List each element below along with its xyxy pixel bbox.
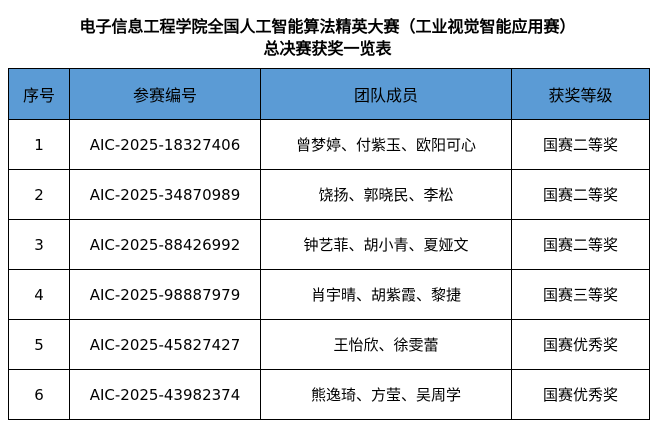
header-index: 序号 (8, 68, 70, 120)
cell-team-members: 饶扬、郭晓民、李松 (260, 169, 512, 220)
cell-index: 3 (8, 219, 70, 270)
cell-award-level: 国赛优秀奖 (511, 319, 650, 370)
header-entry-id: 参赛编号 (69, 68, 261, 120)
cell-index: 6 (8, 369, 70, 420)
table-row: 3 AIC-2025-88426992 钟艺菲、胡小青、夏娅文 国赛二等奖 (8, 219, 650, 270)
cell-index: 4 (8, 269, 70, 320)
title-line-1: 电子信息工程学院全国人工智能算法精英大赛（工业视觉智能应用赛） (79, 17, 576, 36)
cell-index: 2 (8, 169, 70, 220)
cell-index: 5 (8, 319, 70, 370)
awards-table: 序号 参赛编号 团队成员 获奖等级 1 AIC-2025-18327406 曾梦婷、… (8, 68, 650, 420)
table-header-row: 序号 参赛编号 团队成员 获奖等级 (8, 68, 650, 120)
cell-team-members: 曾梦婷、付紫玉、欧阳可心 (260, 119, 512, 170)
cell-entry-id: AIC-2025-45827427 (69, 319, 261, 370)
cell-award-level: 国赛优秀奖 (511, 369, 650, 420)
table-row: 1 AIC-2025-18327406 曾梦婷、付紫玉、欧阳可心 国赛二等奖 (8, 119, 650, 170)
document-title: 电子信息工程学院全国人工智能算法精英大赛（工业视觉智能应用赛） 总决赛获奖一览表 (0, 16, 655, 60)
cell-team-members: 肖宇晴、胡紫霞、黎捷 (260, 269, 512, 320)
cell-index: 1 (8, 119, 70, 170)
cell-team-members: 王怡欣、徐雯蕾 (260, 319, 512, 370)
table-row: 4 AIC-2025-98887979 肖宇晴、胡紫霞、黎捷 国赛三等奖 (8, 269, 650, 320)
header-team-members: 团队成员 (260, 68, 512, 120)
cell-entry-id: AIC-2025-88426992 (69, 219, 261, 270)
table-row: 2 AIC-2025-34870989 饶扬、郭晓民、李松 国赛二等奖 (8, 169, 650, 220)
cell-entry-id: AIC-2025-43982374 (69, 369, 261, 420)
cell-award-level: 国赛二等奖 (511, 169, 650, 220)
cell-entry-id: AIC-2025-18327406 (69, 119, 261, 170)
cell-entry-id: AIC-2025-98887979 (69, 269, 261, 320)
header-award-level: 获奖等级 (511, 68, 650, 120)
cell-entry-id: AIC-2025-34870989 (69, 169, 261, 220)
table-row: 5 AIC-2025-45827427 王怡欣、徐雯蕾 国赛优秀奖 (8, 319, 650, 370)
cell-team-members: 钟艺菲、胡小青、夏娅文 (260, 219, 512, 270)
cell-award-level: 国赛三等奖 (511, 269, 650, 320)
title-line-2: 总决赛获奖一览表 (263, 39, 392, 58)
cell-award-level: 国赛二等奖 (511, 119, 650, 170)
table-row: 6 AIC-2025-43982374 熊逸琦、方莹、吴周学 国赛优秀奖 (8, 369, 650, 420)
cell-award-level: 国赛二等奖 (511, 219, 650, 270)
cell-team-members: 熊逸琦、方莹、吴周学 (260, 369, 512, 420)
